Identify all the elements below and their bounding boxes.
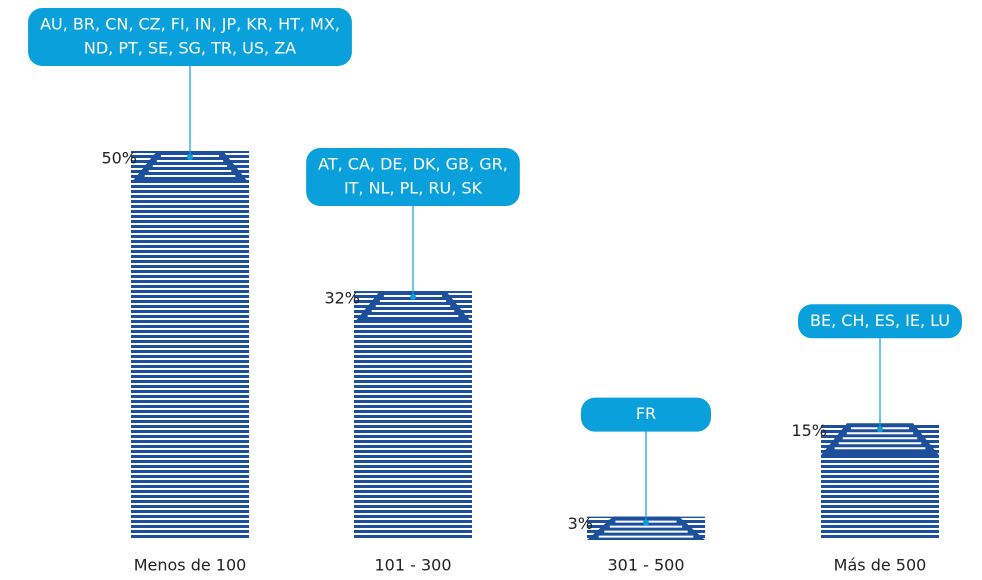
annotation-text: ND, PT, SE, SG, TR, US, ZA bbox=[84, 39, 296, 58]
annotation-text: AT, CA, DE, DK, GB, GR, bbox=[318, 155, 508, 174]
connector-dot bbox=[877, 426, 883, 433]
annotation-bubble bbox=[28, 8, 352, 66]
annotation-bubble bbox=[798, 304, 962, 339]
x-tick-label: 301 - 500 bbox=[607, 556, 684, 575]
bar bbox=[131, 151, 249, 540]
value-label: 32% bbox=[324, 289, 360, 308]
x-tick-label: Más de 500 bbox=[834, 556, 927, 575]
annotation-bubble bbox=[306, 148, 520, 207]
annotation-text: BE, CH, ES, IE, LU bbox=[810, 311, 950, 330]
bar bbox=[354, 291, 472, 540]
connector-dot bbox=[187, 154, 193, 160]
x-tick-label: 101 - 300 bbox=[374, 556, 451, 575]
annotation-text: IT, NL, PL, RU, SK bbox=[344, 179, 483, 198]
value-label: 3% bbox=[568, 514, 593, 533]
connector-dot bbox=[643, 519, 649, 526]
annotation-text: FR bbox=[636, 404, 656, 423]
connector-dot bbox=[410, 294, 416, 301]
value-label: 15% bbox=[791, 421, 827, 440]
annotation-text: AU, BR, CN, CZ, FI, IN, JP, KR, HT, MX, bbox=[40, 15, 340, 34]
annotation-bubble bbox=[581, 397, 711, 432]
value-label: 50% bbox=[101, 149, 137, 168]
x-tick-label: Menos de 100 bbox=[134, 556, 247, 575]
